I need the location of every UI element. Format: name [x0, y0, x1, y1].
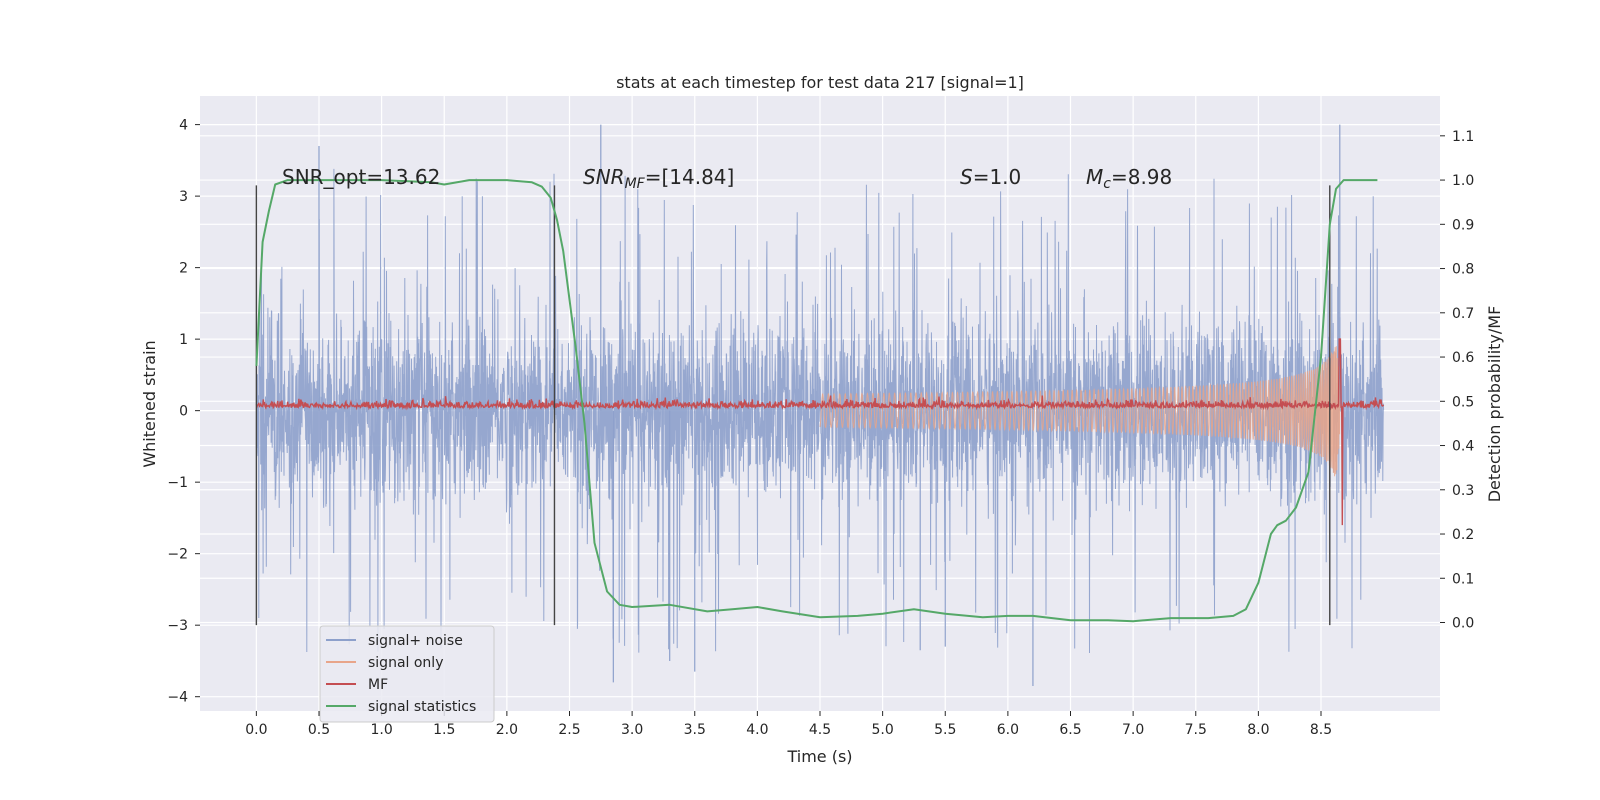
annotation-snr-mf-sub: MF	[625, 176, 646, 192]
x-tick-label: 6.5	[1059, 722, 1081, 738]
series-signal-noise	[255, 124, 1385, 686]
y-tick-label: 2	[179, 261, 188, 277]
y2-tick-label: 0.2	[1452, 527, 1474, 543]
x-tick-label: 2.5	[558, 722, 580, 738]
x-tick-label: 8.5	[1310, 722, 1332, 738]
annotation-mc-sub: c	[1103, 176, 1111, 192]
x-tick-label: 5.5	[934, 722, 956, 738]
legend: signal+ noise signal only MF signal statist…	[319, 625, 495, 723]
x-tick-label: 8.0	[1247, 722, 1269, 738]
x-tick-label: 7.0	[1122, 722, 1144, 738]
y2-tick-label: 0.8	[1452, 262, 1474, 278]
annotation-snr-opt: SNR_opt=13.62	[282, 165, 440, 189]
legend-label: signal+ noise	[368, 633, 463, 649]
annotation-snr-mf-value: =[14.84]	[645, 165, 735, 189]
y-axis-label: Whitened strain	[140, 340, 159, 467]
x-tick-label: 0.5	[308, 722, 330, 738]
y2-axis-label: Detection probability/MF	[1485, 306, 1504, 503]
x-tick-label: 7.5	[1185, 722, 1207, 738]
signal-statistics-line	[255, 179, 1378, 623]
x-tick-label: 4.5	[809, 722, 831, 738]
legend-label: signal only	[368, 655, 443, 671]
y2-tick-label: 0.6	[1452, 350, 1474, 366]
y2-tick-label: 1.1	[1452, 129, 1474, 145]
y-tick-label: −1	[167, 475, 188, 491]
y-tick-label: 0	[179, 404, 188, 420]
event-markers	[255, 185, 1331, 626]
annotation-s-label: S	[960, 165, 973, 189]
series-signal-statistics	[255, 179, 1378, 623]
x-tick-label: 4.0	[746, 722, 768, 738]
legend-label: MF	[368, 677, 388, 693]
x-tick-label: 0.0	[245, 722, 267, 738]
x-tick-label: 3.5	[684, 722, 706, 738]
signal-only-line	[819, 346, 1341, 477]
y-tick-label: 3	[179, 189, 188, 205]
annotation-mc-label: M	[1086, 165, 1103, 189]
y-tick-label: −3	[167, 618, 188, 634]
annotation-s-value: =1.0	[973, 165, 1022, 189]
data-series	[255, 124, 1385, 686]
mf-line	[255, 338, 1385, 526]
x-tick-label: 1.5	[433, 722, 455, 738]
x-tick-label: 2.0	[496, 722, 518, 738]
axes: 0.0 0.5 1.0 1.5 2.0 2.5 3.0 3.5 4.0 4.5 5.0 5.5 6.0 6…	[167, 118, 1474, 738]
annotation-snr-mf: SNRMF=[14.84]	[583, 165, 734, 192]
annotation-snr-mf-label: SNR	[583, 165, 625, 189]
signal-noise-line	[255, 168, 1385, 654]
y2-tick-label: 0.4	[1452, 439, 1474, 455]
x-tick-label: 5.0	[871, 722, 893, 738]
series-signal-only	[819, 346, 1341, 477]
y2-tick-label: 0.7	[1452, 306, 1474, 322]
y2-tick-label: 0.5	[1452, 394, 1474, 410]
y2-tick-label: 0.0	[1452, 616, 1474, 632]
y2-tick-label: 0.3	[1452, 483, 1474, 499]
y-tick-label: 4	[179, 118, 188, 134]
x-tick-label: 6.0	[997, 722, 1019, 738]
y2-tick-label: 0.9	[1452, 217, 1474, 233]
y2-tick-label: 1.0	[1452, 173, 1474, 189]
y-tick-label: −2	[167, 547, 188, 563]
legend-label: signal statistics	[368, 699, 476, 715]
series-mf	[255, 338, 1385, 526]
annotation-mc-value: =8.98	[1111, 165, 1172, 189]
x-axis-label: Time (s)	[786, 747, 852, 766]
annotation-s: S=1.0	[960, 165, 1021, 189]
x-tick-label: 1.0	[370, 722, 392, 738]
legend-box	[319, 625, 495, 723]
y-tick-label: −4	[167, 690, 188, 706]
y-tick-label: 1	[179, 332, 188, 348]
y2-tick-label: 0.1	[1452, 571, 1474, 587]
x-tick-label: 3.0	[621, 722, 643, 738]
annotation-mc: Mc=8.98	[1086, 165, 1172, 192]
chart-title: stats at each timestep for test data 217…	[616, 73, 1024, 92]
